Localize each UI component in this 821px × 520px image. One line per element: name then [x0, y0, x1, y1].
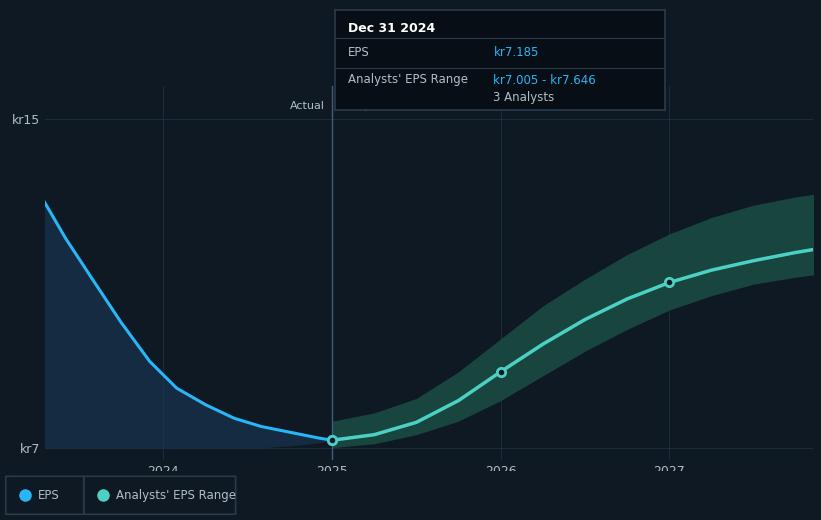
Text: EPS: EPS [348, 46, 370, 59]
Text: Dec 31 2024: Dec 31 2024 [348, 22, 435, 35]
Text: Analysts' EPS Range: Analysts' EPS Range [348, 73, 468, 86]
Text: Actual: Actual [290, 101, 325, 111]
Text: Analysts' EPS Range: Analysts' EPS Range [116, 489, 236, 502]
Text: kr7.185: kr7.185 [493, 46, 539, 59]
Text: 3 Analysts: 3 Analysts [493, 92, 555, 105]
Text: kr7.005 - kr7.646: kr7.005 - kr7.646 [493, 73, 596, 86]
Text: Analysts Forecasts: Analysts Forecasts [339, 101, 443, 111]
Text: EPS: EPS [38, 489, 59, 502]
